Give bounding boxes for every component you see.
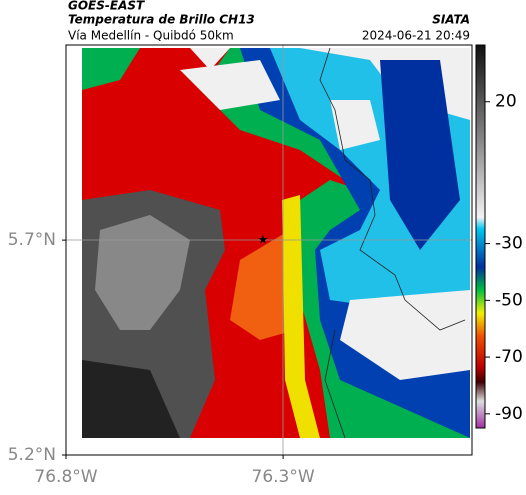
colorbar <box>475 44 486 429</box>
datetime: 2024-06-21 20:49 <box>362 29 470 43</box>
border <box>319 47 466 439</box>
lat-label: 5.2°N <box>8 445 56 465</box>
lon-label: 76.3°W <box>252 467 315 487</box>
location-star: ★ <box>258 233 269 247</box>
subtitle: Temperatura de Brillo CH13 <box>68 13 255 27</box>
lat-label: 5.7°N <box>8 230 56 250</box>
colorbar-label: -30 <box>495 234 523 254</box>
colorbar-label: 20 <box>495 92 517 112</box>
lon-label: 76.8°W <box>34 467 97 487</box>
satellite-image <box>82 48 470 438</box>
colorbar-label: -90 <box>495 404 523 424</box>
location: Vía Medellín - Quibdó 50km <box>68 29 234 43</box>
title: GOES-EAST <box>68 0 145 13</box>
colorbar-label: -70 <box>495 347 523 367</box>
source: SIATA <box>432 13 470 27</box>
colorbar-label: -50 <box>495 290 523 310</box>
map-frame <box>65 44 473 456</box>
